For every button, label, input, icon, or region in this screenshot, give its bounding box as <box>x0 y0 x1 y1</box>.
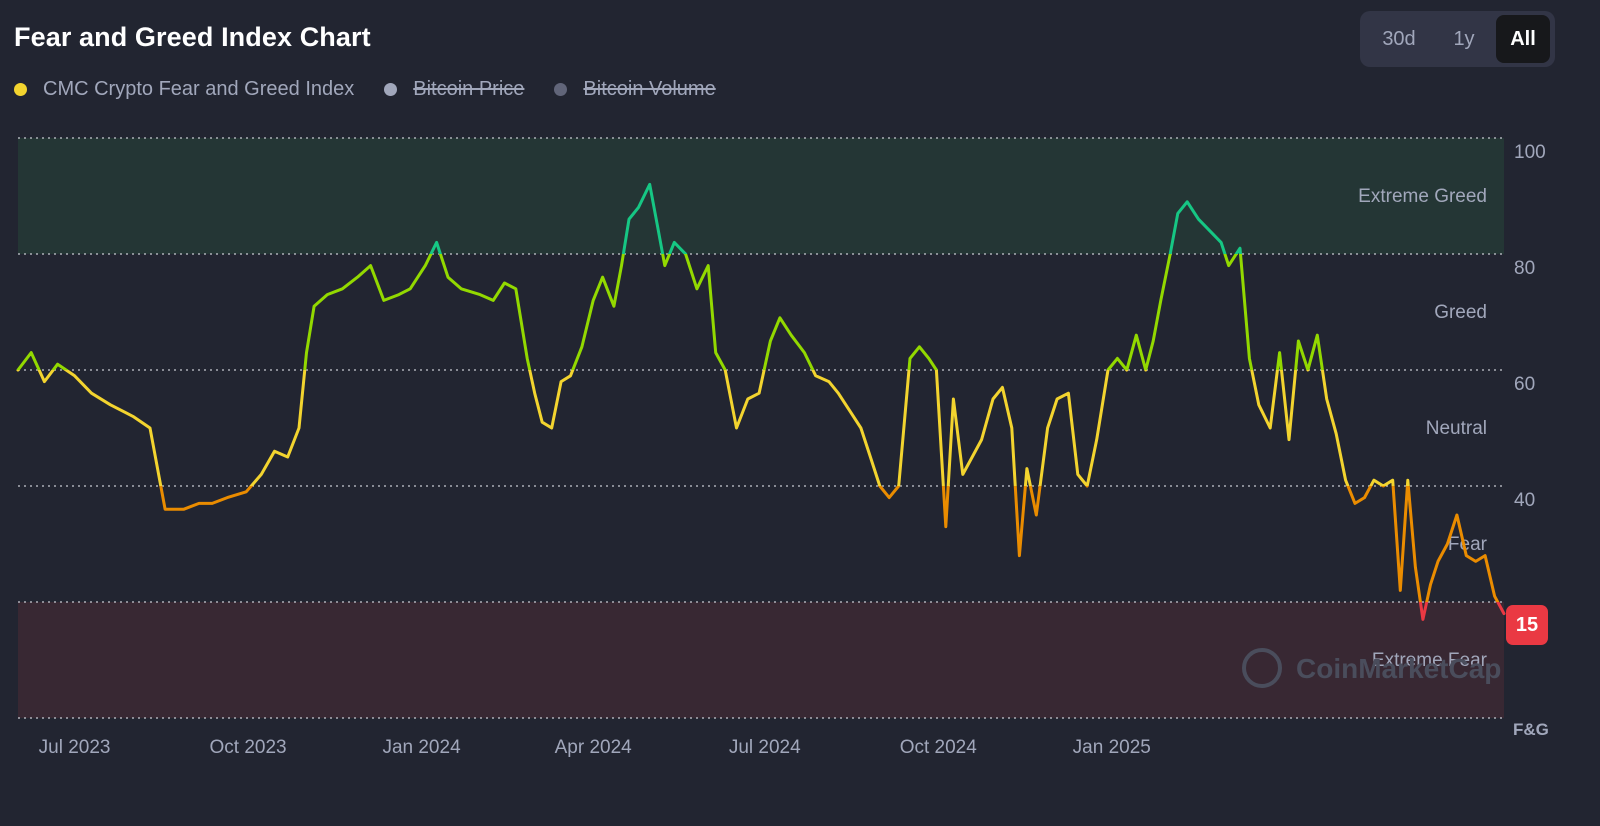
legend-dot-fear-greed-icon <box>14 83 27 96</box>
legend-label-bitcoin-volume: Bitcoin Volume <box>583 78 716 100</box>
watermark-text: CoinMarketCap <box>1296 653 1501 684</box>
x-tick-label: Oct 2023 <box>210 737 287 758</box>
x-tick-label: Jan 2024 <box>382 737 461 758</box>
range-selector: 30d 1y All <box>1360 11 1555 67</box>
legend-item-bitcoin-price[interactable]: Bitcoin Price <box>384 78 524 101</box>
zone-label-fear: Fear <box>1448 534 1488 555</box>
watermark: CoinMarketCap <box>1242 648 1501 688</box>
x-tick-label: Jul 2023 <box>39 737 111 758</box>
legend: CMC Crypto Fear and Greed Index Bitcoin … <box>14 78 746 101</box>
x-tick-label: Oct 2024 <box>900 737 978 758</box>
legend-dot-bitcoin-price-icon <box>384 83 398 96</box>
y-tick-label: 60 <box>1514 374 1535 395</box>
legend-label-bitcoin-price: Bitcoin Price <box>413 78 525 100</box>
x-tick-label: Jan 2025 <box>1073 737 1151 758</box>
x-tick-label: Apr 2024 <box>555 737 633 758</box>
range-all-button[interactable]: All <box>1496 15 1550 63</box>
legend-item-fear-greed[interactable]: CMC Crypto Fear and Greed Index <box>14 78 354 101</box>
page-title: Fear and Greed Index Chart <box>14 22 371 52</box>
coinmarketcap-logo-icon <box>1242 648 1282 688</box>
y-tick-label: 100 <box>1514 142 1546 163</box>
zone-label-greed: Greed <box>1434 302 1487 323</box>
zone-label-extreme-fear: Extreme Fear <box>1372 650 1488 671</box>
current-value-badge: 15 <box>1506 605 1548 645</box>
y-tick-label: 80 <box>1514 258 1535 279</box>
x-tick-label: Jul 2024 <box>729 737 801 758</box>
range-1y-button[interactable]: 1y <box>1453 28 1475 50</box>
legend-dot-bitcoin-volume-icon <box>554 83 568 96</box>
zone-label-extreme-greed: Extreme Greed <box>1358 186 1487 207</box>
series-line-fear-greed <box>16 182 1506 621</box>
extreme-greed-band <box>18 138 1504 254</box>
y-tick-label: 40 <box>1514 490 1535 511</box>
zone-label-neutral: Neutral <box>1426 418 1487 439</box>
range-30d-button[interactable]: 30d <box>1382 28 1416 50</box>
y-axis-unit-label: F&G <box>1513 720 1549 739</box>
legend-item-bitcoin-volume[interactable]: Bitcoin Volume <box>554 78 716 101</box>
extreme-fear-band <box>18 602 1504 718</box>
legend-label-fear-greed: CMC Crypto Fear and Greed Index <box>43 78 355 100</box>
